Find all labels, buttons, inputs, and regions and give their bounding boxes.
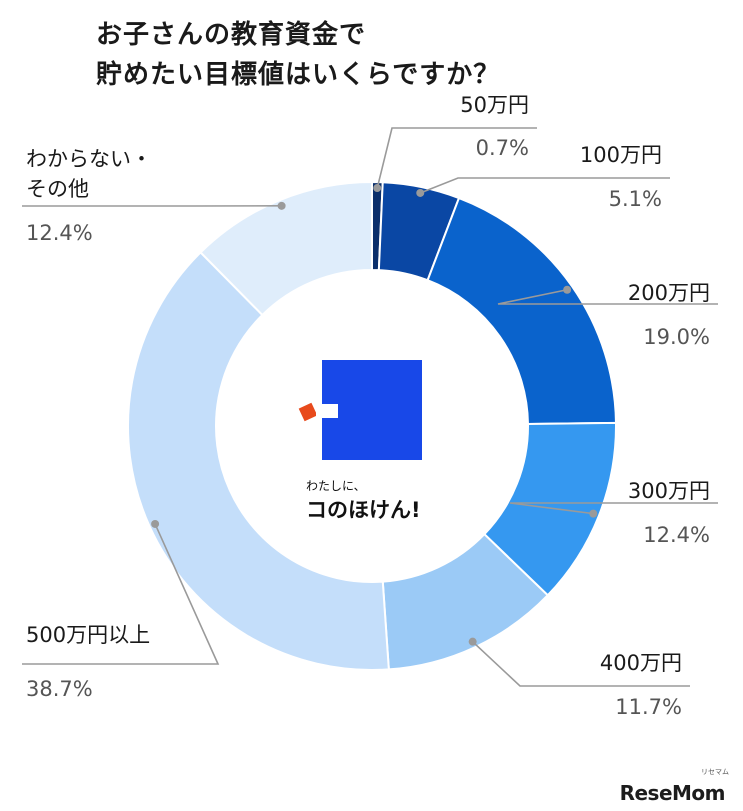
logo-red-diamond	[298, 402, 318, 422]
logo-white-bar	[316, 404, 338, 418]
slice-unknown-other	[199, 180, 373, 317]
leader-dot-500man-plus	[151, 519, 160, 528]
leader-dot-200man	[563, 285, 572, 294]
category-label-400man: 400万円	[600, 651, 682, 675]
logo-small-text: わたしに、	[306, 479, 366, 493]
slice-500man-plus	[127, 250, 390, 671]
leader-dot-400man	[468, 637, 477, 646]
value-label-500man-plus: 38.7%	[26, 677, 93, 701]
leader-lines	[22, 127, 718, 687]
value-label-50man: 0.7%	[476, 136, 529, 160]
chart-title-line-2: 貯めたい目標値はいくらですか？	[96, 60, 501, 90]
leader-dot-300man	[589, 509, 598, 518]
value-label-200man: 19.0%	[643, 325, 710, 349]
watermark-logo: ReseMom	[619, 781, 726, 805]
value-label-400man: 11.7%	[615, 695, 682, 719]
leader-line-50man	[376, 127, 537, 189]
value-label-100man: 5.1%	[609, 187, 662, 211]
leader-dot-50man	[373, 184, 382, 193]
leader-line-200man	[497, 288, 718, 305]
chart-title-line-1: お子さんの教育資金で	[96, 20, 367, 50]
logo-blue-square	[322, 360, 422, 460]
slice-labels: 50万円 0.7% 100万円 5.1% 200万円 19.0% 300万円 12.4% 400…	[26, 93, 710, 719]
leader-line-100man	[419, 177, 670, 194]
logo-big-text: コのほけん!	[306, 498, 421, 522]
category-label-50man: 50万円	[460, 93, 529, 117]
watermark-subtext: リセマム	[701, 768, 729, 776]
category-label-300man: 300万円	[628, 479, 710, 503]
category-label-500man-plus: 500万円以上	[26, 623, 150, 647]
leader-dot-unknown-other	[277, 201, 286, 210]
category-label-200man: 200万円	[628, 281, 710, 305]
slice-200man	[426, 196, 617, 426]
donut-slices	[127, 180, 617, 671]
leader-dot-100man	[416, 188, 425, 197]
center-logo: わたしに、 コのほけん!	[298, 360, 422, 522]
category-label-unknown-other: わからない・その他	[26, 147, 152, 201]
value-label-unknown-other: 12.4%	[26, 221, 93, 245]
leader-line-300man	[509, 502, 718, 515]
leader-line-500man-plus	[22, 523, 220, 665]
leader-line-400man	[472, 641, 690, 687]
value-label-300man: 12.4%	[643, 523, 710, 547]
category-label-100man: 100万円	[580, 143, 662, 167]
